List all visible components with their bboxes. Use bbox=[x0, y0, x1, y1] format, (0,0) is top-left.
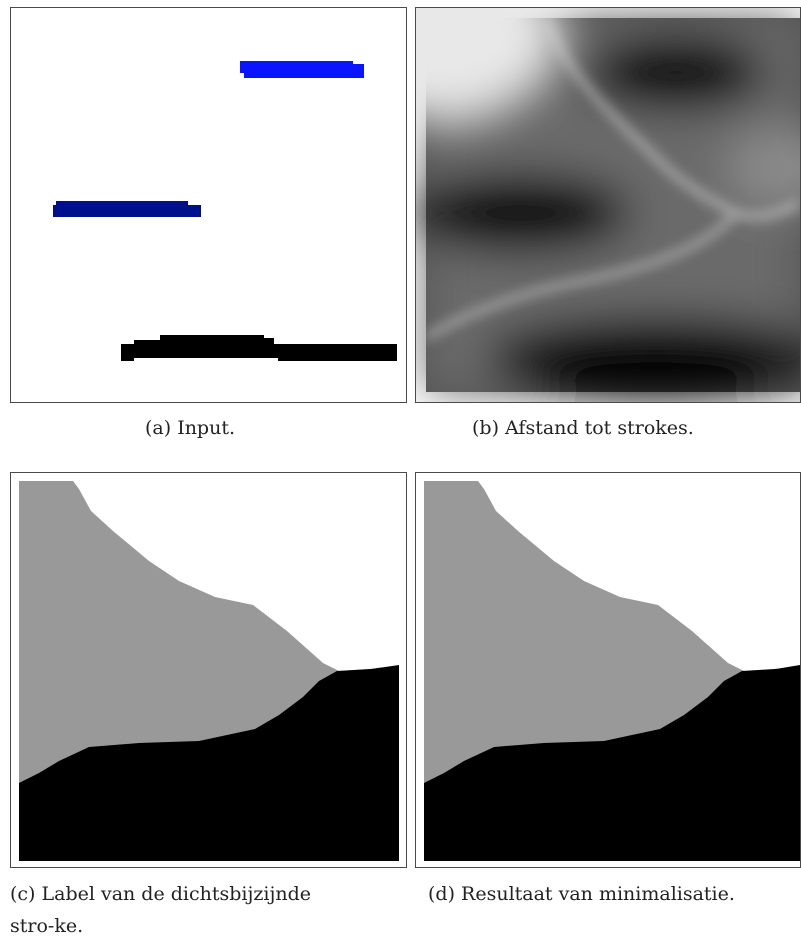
caption-a: (a) Input. bbox=[145, 417, 236, 439]
panel-nearest-label bbox=[10, 472, 407, 868]
stroke-navy-middle bbox=[53, 201, 201, 217]
panel-distance bbox=[415, 7, 801, 403]
panel-minimization bbox=[415, 472, 801, 868]
distance-canvas bbox=[416, 8, 800, 402]
panel-input bbox=[10, 7, 407, 403]
label-canvas bbox=[11, 473, 406, 867]
stroke-black-bottom bbox=[121, 335, 397, 361]
region-black bbox=[19, 665, 399, 861]
caption-c: (c) Label van de dichtsbijzijnde stro-ke… bbox=[10, 883, 312, 937]
stroke-blue-top bbox=[240, 61, 364, 78]
region-black bbox=[424, 665, 800, 861]
region-white bbox=[478, 481, 800, 671]
caption-b: (b) Afstand tot strokes. bbox=[472, 417, 694, 439]
region-white bbox=[73, 481, 399, 671]
input-canvas bbox=[53, 61, 397, 361]
result-canvas bbox=[416, 473, 800, 867]
caption-d: (d) Resultaat van minimalisatie. bbox=[428, 883, 735, 905]
